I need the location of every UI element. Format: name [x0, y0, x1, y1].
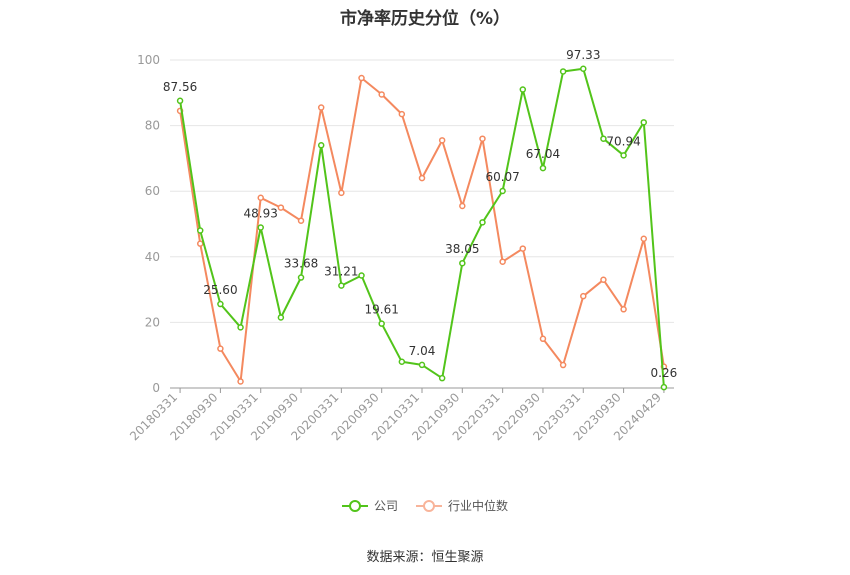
- point-company: [297, 274, 305, 281]
- legend-item-industry-median[interactable]: 行业中位数: [416, 497, 508, 514]
- y-tick-label: 40: [145, 250, 160, 264]
- point-industry-median: [499, 258, 506, 265]
- legend-label-company: 公司: [373, 499, 398, 513]
- point-industry-median: [519, 245, 527, 252]
- data-label-company: 25.60: [203, 283, 237, 297]
- point-company: [358, 272, 365, 279]
- point-industry-median: [358, 74, 365, 82]
- point-company: [398, 358, 406, 366]
- point-industry-median: [600, 276, 607, 284]
- point-company: [196, 227, 204, 234]
- y-tick-label: 0: [152, 381, 160, 395]
- label-layer: 87.56 25.60 48.93 33.68 31.21 19.61 7.04 38.05 6…: [163, 48, 677, 380]
- point-industry-median: [459, 202, 466, 210]
- point-company: [600, 135, 607, 142]
- data-label-company: 19.61: [365, 303, 399, 317]
- point-company: [660, 383, 668, 391]
- data-label-company: 97.33: [566, 48, 600, 62]
- y-tick-label: 100: [137, 53, 160, 67]
- point-company: [539, 164, 547, 172]
- point-company: [519, 86, 527, 93]
- y-tick-label: 80: [145, 119, 160, 133]
- legend-marker-company-icon: [341, 499, 368, 512]
- data-label-company: 38.05: [445, 242, 479, 256]
- point-industry-median: [378, 91, 385, 98]
- data-label-company: 31.21: [324, 265, 358, 279]
- data-label-company: 48.93: [244, 207, 278, 221]
- series-line-company: [179, 67, 665, 388]
- point-industry-median: [398, 110, 406, 118]
- point-company: [479, 219, 486, 226]
- point-company: [620, 152, 627, 159]
- source-note: 数据来源：恒生聚源: [366, 550, 484, 565]
- point-company: [459, 259, 466, 267]
- point-industry-median: [539, 335, 547, 343]
- point-company: [418, 361, 426, 369]
- point-company: [338, 282, 345, 289]
- legend: 公司 行业中位数: [0, 497, 850, 514]
- point-industry-median: [559, 361, 567, 369]
- legend-item-company[interactable]: 公司: [341, 497, 398, 514]
- point-industry-median: [640, 235, 648, 243]
- grid-layer: [170, 59, 674, 323]
- point-industry-median: [297, 217, 305, 224]
- y-tick-label: 60: [145, 184, 160, 198]
- point-industry-median: [317, 104, 325, 111]
- legend-marker-industry-icon: [416, 499, 442, 512]
- point-company: [257, 224, 264, 231]
- point-industry-median: [620, 306, 627, 313]
- point-company: [317, 142, 325, 149]
- chart-title: 市净率历史分位（%）: [339, 9, 511, 29]
- legend-label-industry-median: 行业中位数: [448, 499, 509, 513]
- data-label-company: 67.04: [526, 147, 560, 161]
- point-company: [580, 65, 587, 73]
- point-company: [217, 300, 224, 308]
- point-industry-median: [237, 378, 244, 385]
- point-company: [237, 324, 244, 331]
- point-company: [438, 374, 446, 382]
- point-industry-median: [338, 189, 345, 197]
- series-layer: [176, 65, 668, 391]
- series-line-industry-median: [179, 77, 665, 383]
- point-industry-median: [196, 240, 204, 247]
- point-industry-median: [217, 345, 224, 352]
- data-label-company: 70.94: [606, 134, 640, 148]
- point-company: [559, 68, 567, 75]
- point-industry-median: [277, 204, 285, 211]
- point-industry-median: [257, 194, 264, 202]
- data-label-company: 60.07: [485, 170, 519, 184]
- point-company: [640, 119, 648, 126]
- point-company: [378, 320, 385, 327]
- data-label-company: 87.56: [163, 80, 197, 94]
- point-industry-median: [479, 135, 486, 142]
- y-tick-label: 20: [145, 315, 160, 329]
- data-label-company: 7.04: [409, 344, 436, 358]
- point-company: [499, 187, 506, 195]
- data-label-company: 0.26: [651, 366, 678, 380]
- point-company: [176, 97, 184, 105]
- data-label-company: 33.68: [284, 257, 318, 271]
- point-company: [277, 314, 285, 321]
- point-industry-median: [418, 174, 426, 182]
- point-industry-median: [580, 292, 587, 300]
- point-industry-median: [438, 137, 446, 144]
